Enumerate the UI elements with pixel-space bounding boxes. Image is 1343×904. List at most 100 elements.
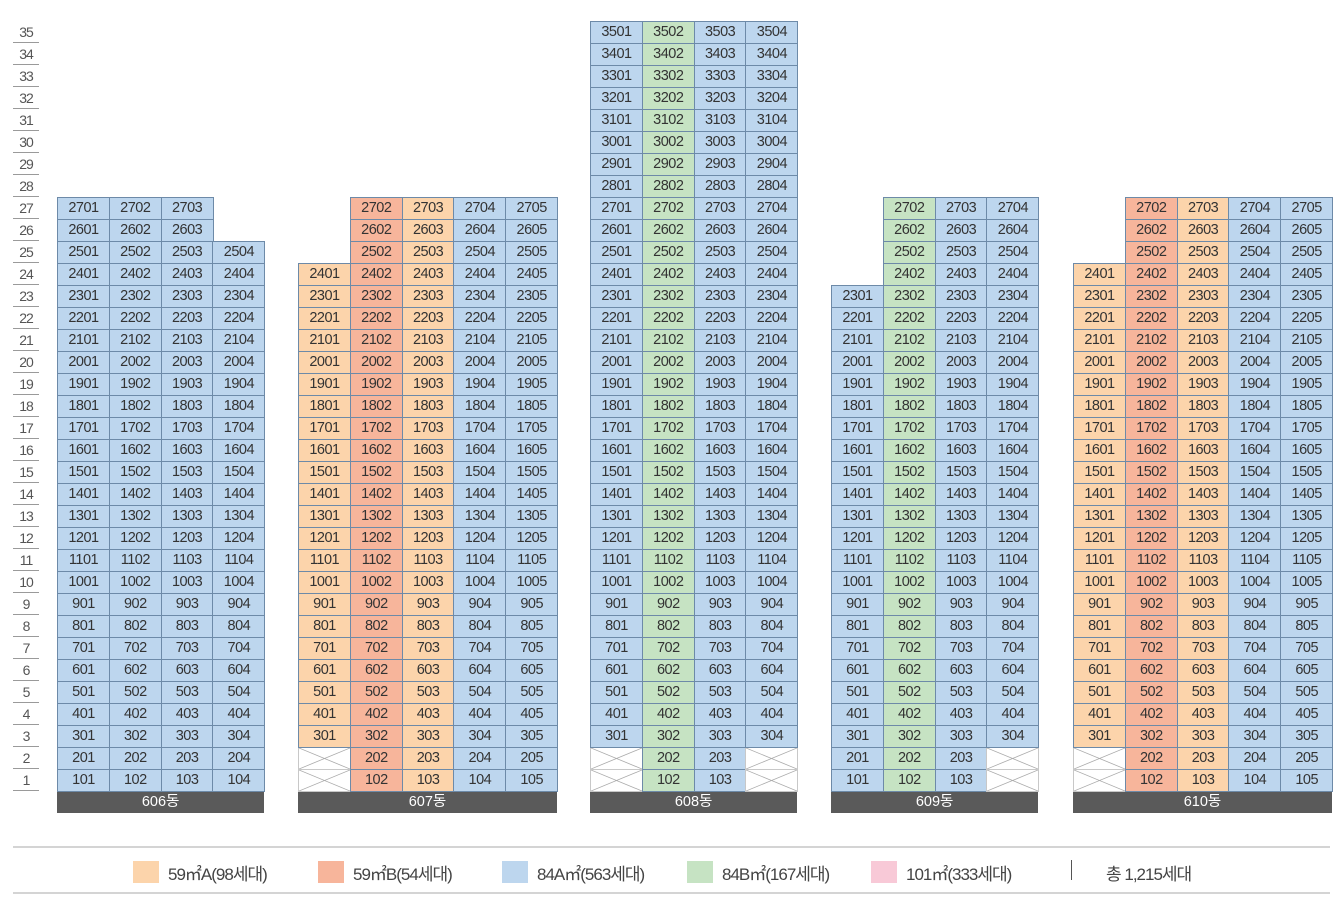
unit-cell: 205: [1280, 747, 1334, 770]
unit-cell: 2002: [1124, 351, 1178, 374]
unit-cell: 1805: [1280, 395, 1334, 418]
unit-cell: 1304: [453, 505, 507, 528]
unit-cell: 1603: [401, 439, 455, 462]
unit-cell: 2301: [1073, 285, 1126, 308]
unit-cell: 1004: [745, 571, 799, 594]
unit-cell: 102: [882, 769, 936, 792]
unit-cell: 1803: [1176, 395, 1230, 418]
unit-cell: 403: [1176, 703, 1230, 726]
unit-cell: 1604: [986, 439, 1040, 462]
unit-cell: 1603: [693, 439, 747, 462]
unit-cell: 3404: [745, 43, 799, 66]
unit-cell: 801: [57, 615, 110, 638]
unit-cell: 3303: [693, 65, 747, 88]
unit-cell: 1201: [298, 527, 351, 550]
unit-cell: 401: [1073, 703, 1126, 726]
unit-cell: 2404: [1228, 263, 1282, 286]
unit-cell: 1102: [349, 549, 403, 572]
unit-cell: 604: [212, 659, 266, 682]
unit-cell: 1102: [641, 549, 695, 572]
unit-cell: 703: [160, 637, 214, 660]
unit-cell: 1904: [1228, 373, 1282, 396]
unit-cell: 1604: [212, 439, 266, 462]
legend-total: 총 1,215세대: [1106, 864, 1192, 884]
unit-cell: 2405: [505, 263, 559, 286]
unit-cell: 805: [505, 615, 559, 638]
unit-cell: 702: [882, 637, 936, 660]
unit-cell: 2001: [590, 351, 643, 374]
floor-label: 16: [13, 439, 39, 461]
unit-cell: 1002: [641, 571, 695, 594]
unit-cell: 2201: [57, 307, 110, 330]
unit-cell: 603: [693, 659, 747, 682]
unit-cell: 1301: [298, 505, 351, 528]
unit-cell: 604: [453, 659, 507, 682]
unit-cell: 3101: [590, 109, 643, 132]
unit-cell: 905: [505, 593, 559, 616]
unit-cell: 1704: [986, 417, 1040, 440]
unit-cell: 505: [505, 681, 559, 704]
unit-cell: 3301: [590, 65, 643, 88]
legend: 59㎡A(98세대) 59㎡B(54세대) 84A㎡(563세대) 84B㎡(1…: [13, 846, 1330, 894]
unit-cell: 1604: [745, 439, 799, 462]
unit-cell: 2002: [641, 351, 695, 374]
unit-cell: 701: [831, 637, 884, 660]
unit-cell: 2404: [453, 263, 507, 286]
unit-cell: 2304: [745, 285, 799, 308]
unit-cell: 1303: [1176, 505, 1230, 528]
unit-cell: 401: [298, 703, 351, 726]
unit-cell: 2004: [986, 351, 1040, 374]
unit-cell: 3002: [641, 131, 695, 154]
unit-cell: 2403: [1176, 263, 1230, 286]
unit-cell: 203: [160, 747, 214, 770]
unit-cell: 2504: [212, 241, 266, 264]
unit-cell: 1401: [1073, 483, 1126, 506]
unit-cell: 1301: [57, 505, 110, 528]
unit-cell: 901: [298, 593, 351, 616]
unit-cell: 2702: [349, 197, 403, 220]
unit-cell: 1201: [831, 527, 884, 550]
unit-cell: 105: [505, 769, 559, 792]
floor-label: 3: [13, 725, 39, 747]
unit-cell: 1004: [453, 571, 507, 594]
unit-cell: 3203: [693, 87, 747, 110]
unit-cell: 601: [298, 659, 351, 682]
unit-cell: 602: [882, 659, 936, 682]
unit-cell: 1002: [1124, 571, 1178, 594]
unit-cell: 3202: [641, 87, 695, 110]
unit-cell: 2704: [745, 197, 799, 220]
unit-cell: 2604: [745, 219, 799, 242]
unit-cell: 901: [831, 593, 884, 616]
unit-cell: 701: [57, 637, 110, 660]
unit-cell: 2201: [1073, 307, 1126, 330]
legend-swatch: [871, 861, 897, 883]
cross-icon: [1074, 748, 1125, 769]
unit-cell: 1503: [693, 461, 747, 484]
unit-cell: 1705: [505, 417, 559, 440]
void-cell: [298, 747, 351, 770]
unit-cell: 2602: [1124, 219, 1178, 242]
floor-label: 14: [13, 483, 39, 505]
unit-cell: 1404: [745, 483, 799, 506]
unit-cell: 501: [57, 681, 110, 704]
legend-swatch: [687, 861, 713, 883]
unit-cell: 104: [1228, 769, 1282, 792]
unit-cell: 2602: [882, 219, 936, 242]
floor-label: 5: [13, 681, 39, 703]
unit-cell: 2302: [882, 285, 936, 308]
unit-cell: 305: [1280, 725, 1334, 748]
unit-cell: 1701: [57, 417, 110, 440]
unit-cell: 2205: [505, 307, 559, 330]
unit-cell: 1803: [401, 395, 455, 418]
building-label: 609동: [831, 792, 1039, 813]
unit-cell: 2702: [641, 197, 695, 220]
unit-cell: 1204: [745, 527, 799, 550]
void-cell: [986, 747, 1040, 770]
unit-cell: 2102: [641, 329, 695, 352]
unit-cell: 603: [160, 659, 214, 682]
unit-cell: 704: [453, 637, 507, 660]
unit-cell: 1404: [453, 483, 507, 506]
floor-label: 20: [13, 351, 39, 373]
unit-cell: 2004: [453, 351, 507, 374]
unit-cell: 1601: [831, 439, 884, 462]
